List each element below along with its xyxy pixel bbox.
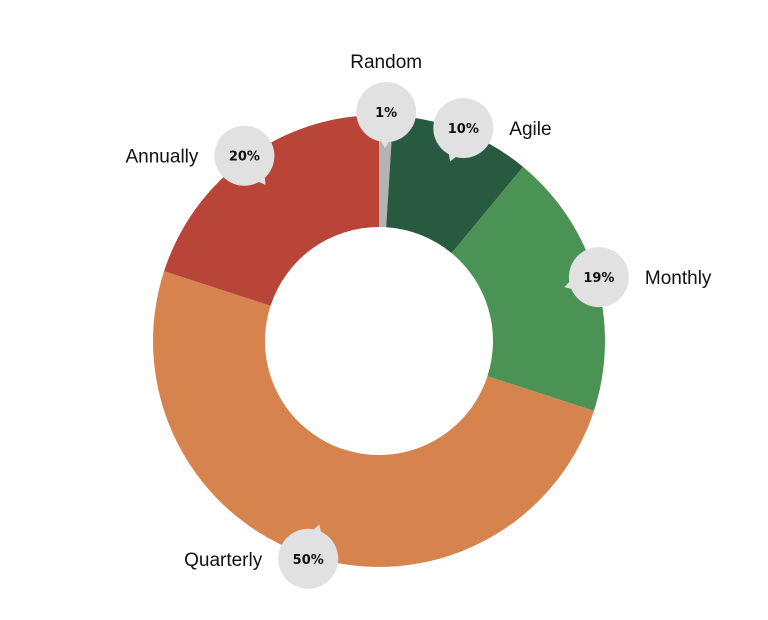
label-bubble-random: 1% [356, 82, 417, 149]
data-label-annually: 20% [229, 150, 260, 165]
label-bubble-agile: 10% [433, 98, 494, 162]
category-label-quarterly: Quarterly [184, 550, 263, 571]
bubble-circle [214, 125, 275, 186]
category-label-random: Random [350, 52, 422, 73]
slice-quarterly [153, 271, 594, 567]
bubble-circle [278, 528, 339, 589]
slices-layer [153, 115, 606, 567]
slice-annually [164, 115, 379, 306]
slice-monthly [451, 166, 606, 411]
category-label-annually: Annually [126, 147, 199, 168]
category-label-agile: Agile [509, 119, 551, 140]
data-label-monthly: 19% [583, 271, 614, 286]
label-bubble-monthly: 19% [564, 247, 629, 308]
bubble-circle [568, 247, 629, 308]
slice-agile [386, 115, 524, 254]
category-label-monthly: Monthly [645, 268, 712, 289]
bubble-circle [433, 98, 494, 159]
data-label-random: 1% [375, 106, 397, 121]
data-label-agile: 10% [448, 122, 479, 137]
label-bubble-quarterly: 50% [278, 524, 339, 589]
label-bubble-annually: 20% [214, 125, 275, 186]
bubble-circle [356, 82, 417, 143]
data-label-quarterly: 50% [293, 553, 324, 568]
labels-layer: 1% Random 10% Agile 19% Monthly 50% Quarterly 20… [126, 52, 712, 589]
